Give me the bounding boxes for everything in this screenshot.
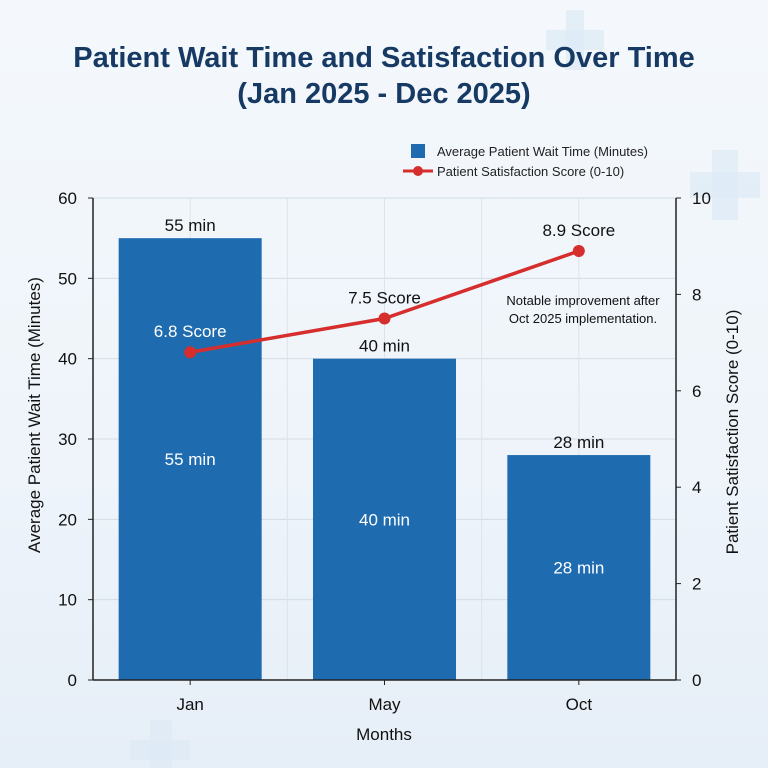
annotation-line-1: Notable improvement after	[506, 293, 660, 308]
bar-inner-label: 40 min	[359, 510, 410, 529]
y-tick-label-right: 6	[692, 382, 701, 401]
y-tick-label-left: 20	[58, 510, 77, 529]
satisfaction-point	[184, 346, 197, 359]
legend-line-marker	[413, 166, 423, 176]
legend-bar-swatch	[411, 144, 425, 158]
x-tick-label: Jan	[176, 695, 203, 714]
y-tick-label-left: 0	[68, 671, 77, 690]
background-cross-mid-right-h	[690, 172, 760, 198]
legend: Average Patient Wait Time (Minutes) Pati…	[403, 144, 648, 179]
chart-title-line-1: Patient Wait Time and Satisfaction Over …	[73, 42, 695, 74]
satisfaction-label: 8.9 Score	[542, 221, 615, 240]
background-cross-top-right-h	[546, 30, 604, 50]
annotation-line-2: Oct 2025 implementation.	[509, 311, 657, 326]
satisfaction-label: 6.8 Score	[154, 322, 227, 341]
satisfaction-point	[572, 245, 585, 258]
chart-title-line-2: (Jan 2025 - Dec 2025)	[237, 78, 531, 110]
satisfaction-label: 7.5 Score	[348, 289, 421, 308]
y-tick-label-right: 8	[692, 285, 701, 304]
y-tick-label-right: 2	[692, 575, 701, 594]
y-axis-title-left: Average Patient Wait Time (Minutes)	[25, 277, 44, 553]
legend-line-label: Patient Satisfaction Score (0-10)	[437, 164, 624, 179]
legend-bar-label: Average Patient Wait Time (Minutes)	[437, 144, 648, 159]
y-tick-label-left: 50	[58, 269, 77, 288]
line-series	[184, 245, 585, 359]
x-tick-label: Oct	[566, 695, 593, 714]
bar-inner-label: 55 min	[165, 450, 216, 469]
y-tick-label-right: 10	[692, 189, 711, 208]
bar-oct	[507, 455, 651, 680]
x-tick-label: May	[368, 695, 401, 714]
y-tick-label-left: 60	[58, 189, 77, 208]
bar-top-label: 28 min	[553, 433, 604, 452]
bar-inner-label: 28 min	[553, 559, 604, 578]
data-labels: 55 min 55 min 40 min 40 min 28 min 28 min 6.8 …	[154, 216, 615, 577]
y-tick-label-left: 10	[58, 591, 77, 610]
bar-top-label: 40 min	[359, 337, 410, 356]
background-cross-bottom-left-h	[130, 740, 190, 760]
satisfaction-point	[378, 312, 391, 325]
bar-jan	[118, 238, 262, 680]
chart-title: Patient Wait Time and Satisfaction Over …	[0, 40, 768, 112]
y-tick-label-left: 40	[58, 350, 77, 369]
y-axis-title-right: Patient Satisfaction Score (0-10)	[723, 310, 742, 555]
y-tick-label-left: 30	[58, 430, 77, 449]
bar-top-label: 55 min	[165, 216, 216, 235]
y-tick-label-right: 4	[692, 478, 701, 497]
x-axis-title: Months	[356, 725, 412, 744]
bar-may	[313, 358, 456, 680]
axes: 0 10 20 30 40 50 60 0 2 4 6 8 10 Jan May Oct	[58, 189, 711, 714]
bar-series	[118, 238, 651, 680]
y-tick-label-right: 0	[692, 671, 701, 690]
